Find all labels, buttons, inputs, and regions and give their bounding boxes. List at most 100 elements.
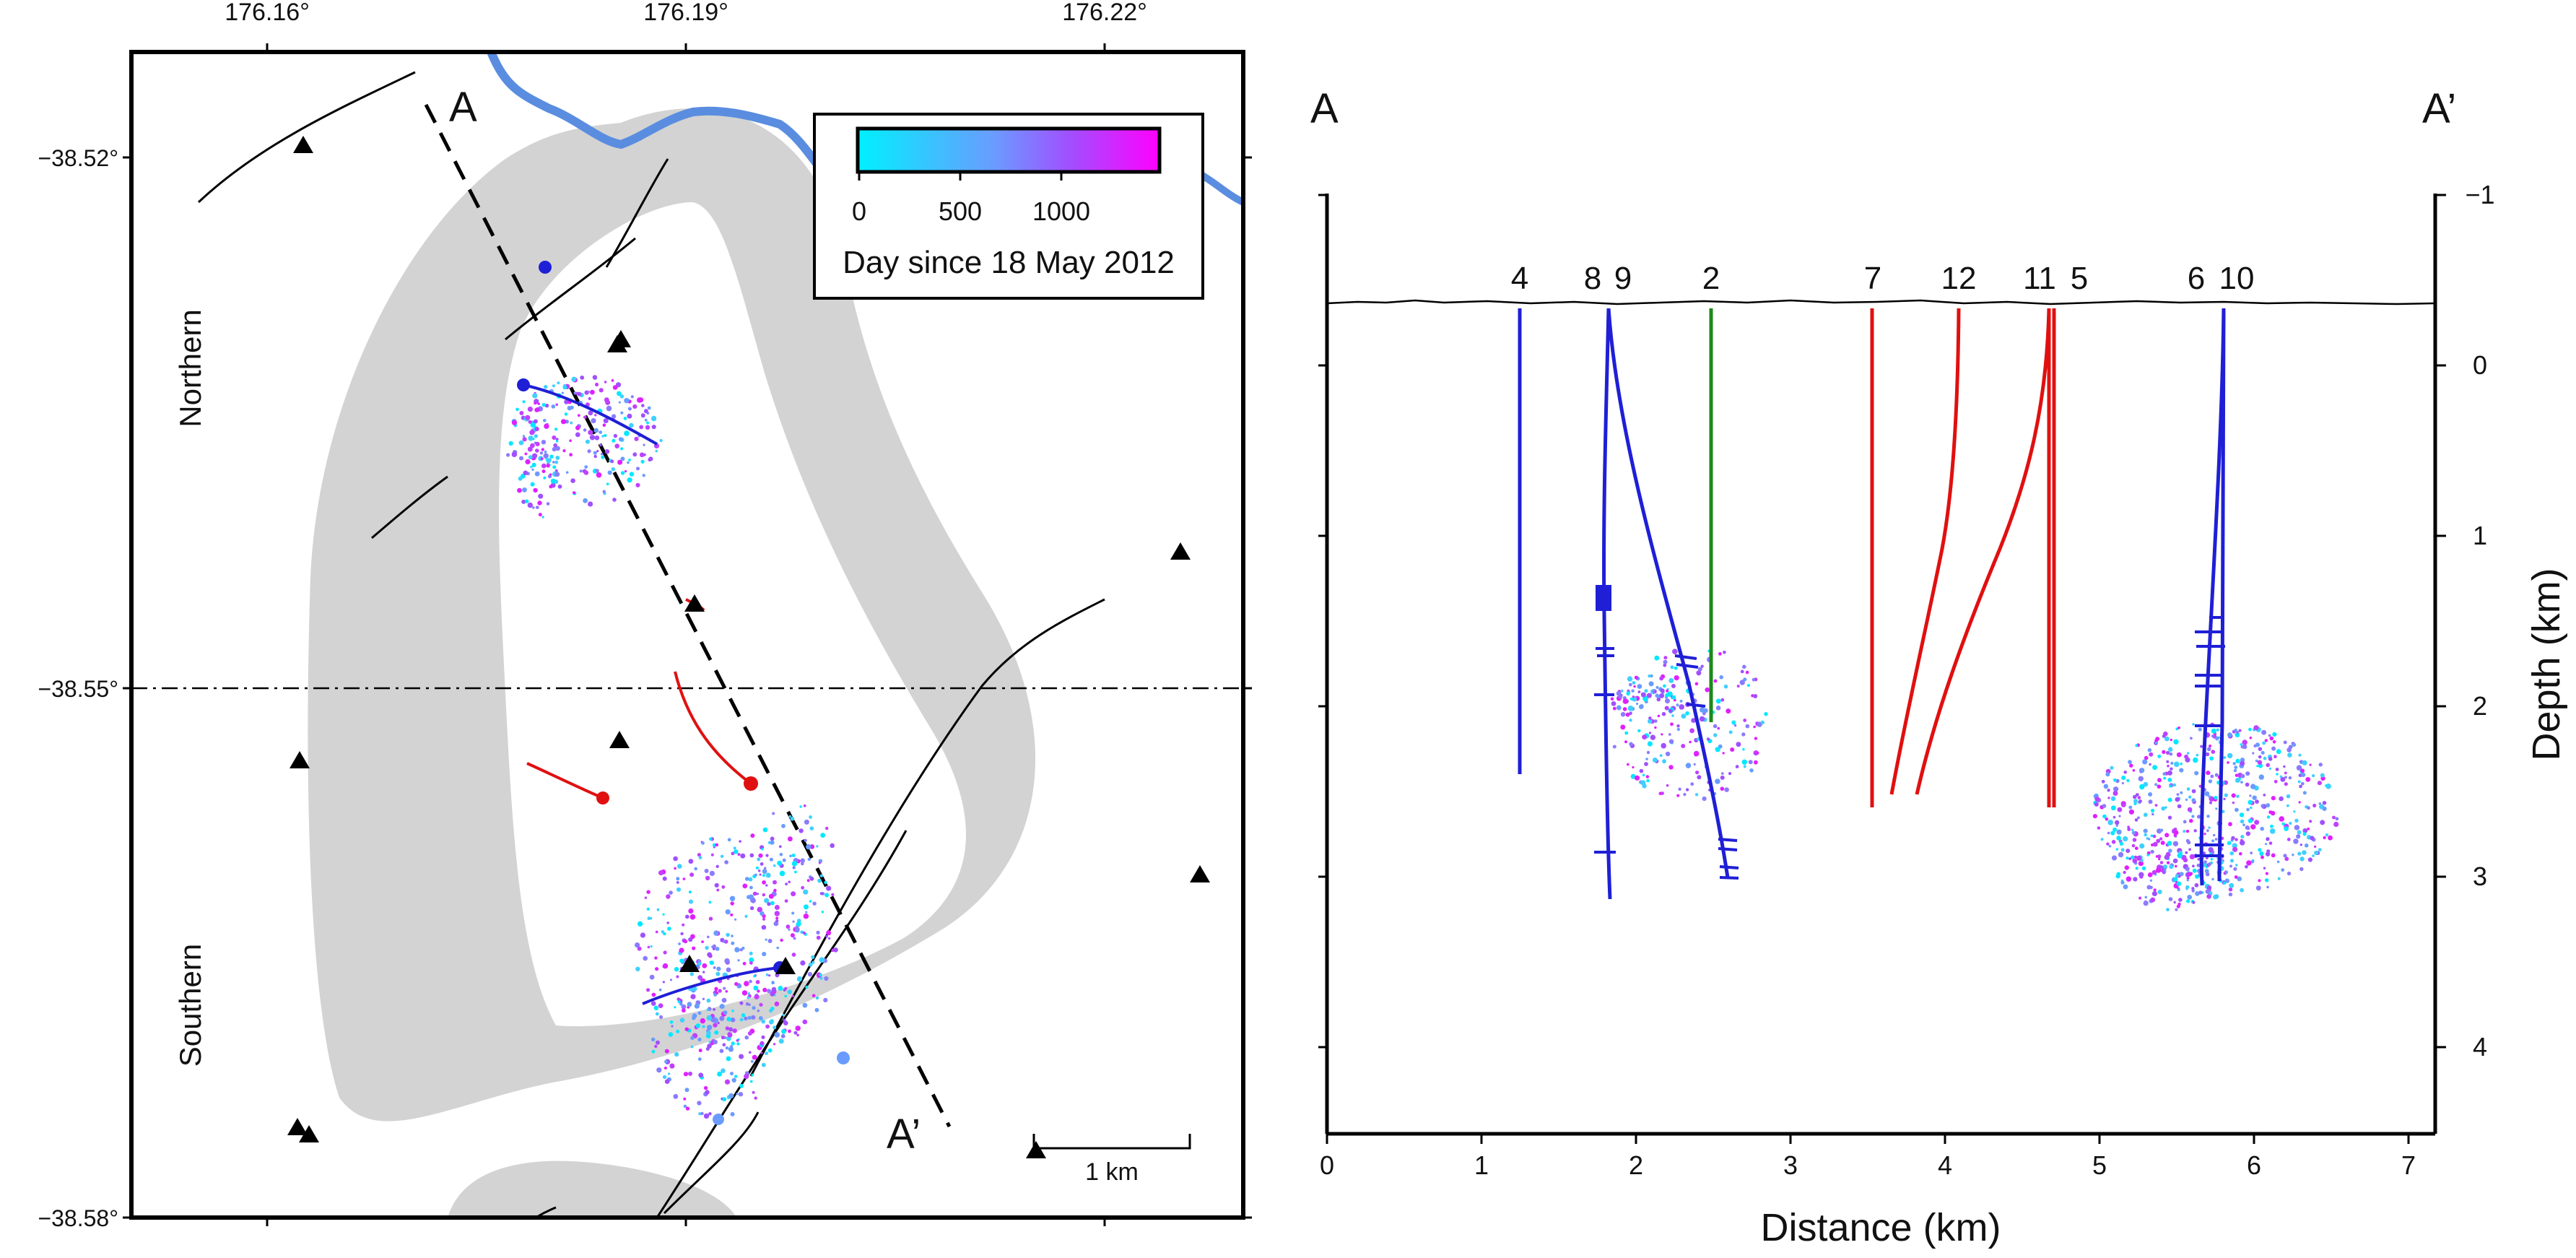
earthquake-point bbox=[588, 430, 593, 435]
earthquake-point bbox=[690, 1045, 694, 1049]
earthquake-point bbox=[702, 971, 705, 973]
earthquake-point bbox=[794, 870, 797, 874]
earthquake-point bbox=[1648, 732, 1652, 734]
earthquake-point bbox=[701, 940, 704, 943]
earthquake-point bbox=[646, 988, 650, 992]
earthquake-point bbox=[2258, 755, 2262, 759]
earthquake-point bbox=[724, 958, 730, 964]
earthquake-point bbox=[1674, 675, 1679, 681]
earthquake-point bbox=[747, 992, 751, 995]
earthquake-point bbox=[713, 993, 717, 997]
earthquake-point bbox=[658, 1003, 663, 1008]
earthquake-point bbox=[754, 873, 757, 877]
earthquake-point bbox=[648, 458, 652, 462]
earthquake-point bbox=[1753, 725, 1756, 729]
earthquake-point bbox=[706, 1031, 711, 1036]
earthquake-point bbox=[692, 946, 696, 950]
earthquake-point bbox=[731, 934, 734, 937]
earthquake-point bbox=[792, 920, 795, 923]
earthquake-point bbox=[531, 468, 534, 471]
earthquake-point bbox=[2144, 895, 2148, 899]
earthquake-point bbox=[1657, 714, 1661, 718]
earthquake-point bbox=[537, 500, 542, 506]
earthquake-point bbox=[2149, 885, 2153, 890]
earthquake-point bbox=[1748, 760, 1753, 765]
earthquake-point bbox=[827, 929, 830, 933]
earthquake-point bbox=[2126, 778, 2130, 782]
earthquake-point bbox=[2294, 825, 2300, 830]
earthquake-point bbox=[606, 482, 609, 485]
earthquake-point bbox=[2248, 727, 2252, 732]
earthquake-point bbox=[535, 441, 540, 447]
earthquake-point bbox=[753, 985, 759, 991]
earthquake-point bbox=[688, 1071, 692, 1076]
earthquake-point bbox=[703, 1085, 708, 1090]
earthquake-point bbox=[2211, 750, 2216, 754]
earthquake-point bbox=[2288, 745, 2293, 750]
earthquake-point bbox=[1642, 734, 1648, 739]
earthquake-point bbox=[2112, 815, 2116, 819]
earthquake-point bbox=[2235, 732, 2240, 737]
earthquake-point bbox=[546, 464, 550, 468]
earthquake-point bbox=[674, 1052, 679, 1057]
earthquake-point bbox=[2250, 824, 2256, 830]
earthquake-point bbox=[2325, 833, 2329, 837]
earthquake-point bbox=[756, 893, 760, 895]
earthquake-point bbox=[1723, 651, 1726, 654]
earthquake-point bbox=[714, 989, 718, 992]
earthquake-point bbox=[2213, 833, 2216, 837]
earthquake-point bbox=[765, 973, 769, 976]
earthquake-point bbox=[1724, 787, 1729, 792]
earthquake-point bbox=[552, 465, 557, 469]
earthquake-point bbox=[2283, 740, 2287, 745]
earthquake-point bbox=[2240, 760, 2245, 766]
earthquake-point bbox=[544, 385, 548, 389]
earthquake-point bbox=[689, 914, 696, 920]
earthquake-point bbox=[599, 443, 602, 447]
earthquake-point bbox=[778, 1038, 784, 1044]
earthquake-point bbox=[816, 935, 821, 940]
earthquake-point bbox=[1736, 685, 1740, 688]
earthquake-point bbox=[757, 869, 761, 872]
earthquake-point bbox=[1642, 773, 1645, 777]
earthquake-point bbox=[1728, 772, 1732, 776]
earthquake-point bbox=[757, 1009, 760, 1012]
earthquake-point bbox=[2162, 734, 2166, 738]
earthquake-point bbox=[2131, 855, 2135, 859]
earthquake-point bbox=[2296, 834, 2301, 839]
earthquake-point bbox=[717, 1071, 723, 1077]
earthquake-point bbox=[781, 1028, 786, 1034]
earthquake-point bbox=[2206, 894, 2211, 899]
earthquake-point bbox=[534, 434, 538, 438]
profile-start-label: A bbox=[449, 84, 477, 131]
earthquake-point bbox=[647, 916, 651, 921]
earthquake-point bbox=[733, 846, 736, 850]
earthquake-point bbox=[2284, 856, 2289, 862]
earthquake-point bbox=[1697, 667, 1702, 672]
earthquake-point bbox=[692, 986, 697, 992]
earthquake-point bbox=[650, 1001, 656, 1006]
earthquake-point bbox=[1742, 748, 1745, 751]
earthquake-point bbox=[524, 452, 528, 456]
earthquake-point bbox=[784, 899, 788, 903]
earthquake-point bbox=[749, 853, 754, 858]
earthquake-point bbox=[750, 1060, 754, 1063]
earthquake-point bbox=[2162, 750, 2166, 755]
earthquake-point bbox=[1620, 724, 1626, 730]
earthquake-point bbox=[800, 858, 805, 863]
earthquake-point bbox=[506, 453, 510, 457]
earthquake-point bbox=[1693, 750, 1700, 757]
well-tracks-map bbox=[523, 383, 780, 1005]
earthquake-point bbox=[719, 1049, 724, 1054]
station-marker bbox=[290, 751, 310, 768]
earthquake-point bbox=[1678, 787, 1681, 791]
earthquake-point bbox=[1612, 706, 1616, 711]
earthquake-point bbox=[643, 443, 645, 446]
earthquake-point bbox=[749, 951, 753, 955]
earthquake-point bbox=[2170, 761, 2174, 765]
earthquake-point bbox=[713, 930, 719, 936]
earthquake-point bbox=[2115, 820, 2120, 825]
earthquake-point bbox=[2206, 815, 2210, 818]
earthquake-point bbox=[764, 898, 770, 903]
earthquake-point bbox=[2193, 757, 2198, 763]
